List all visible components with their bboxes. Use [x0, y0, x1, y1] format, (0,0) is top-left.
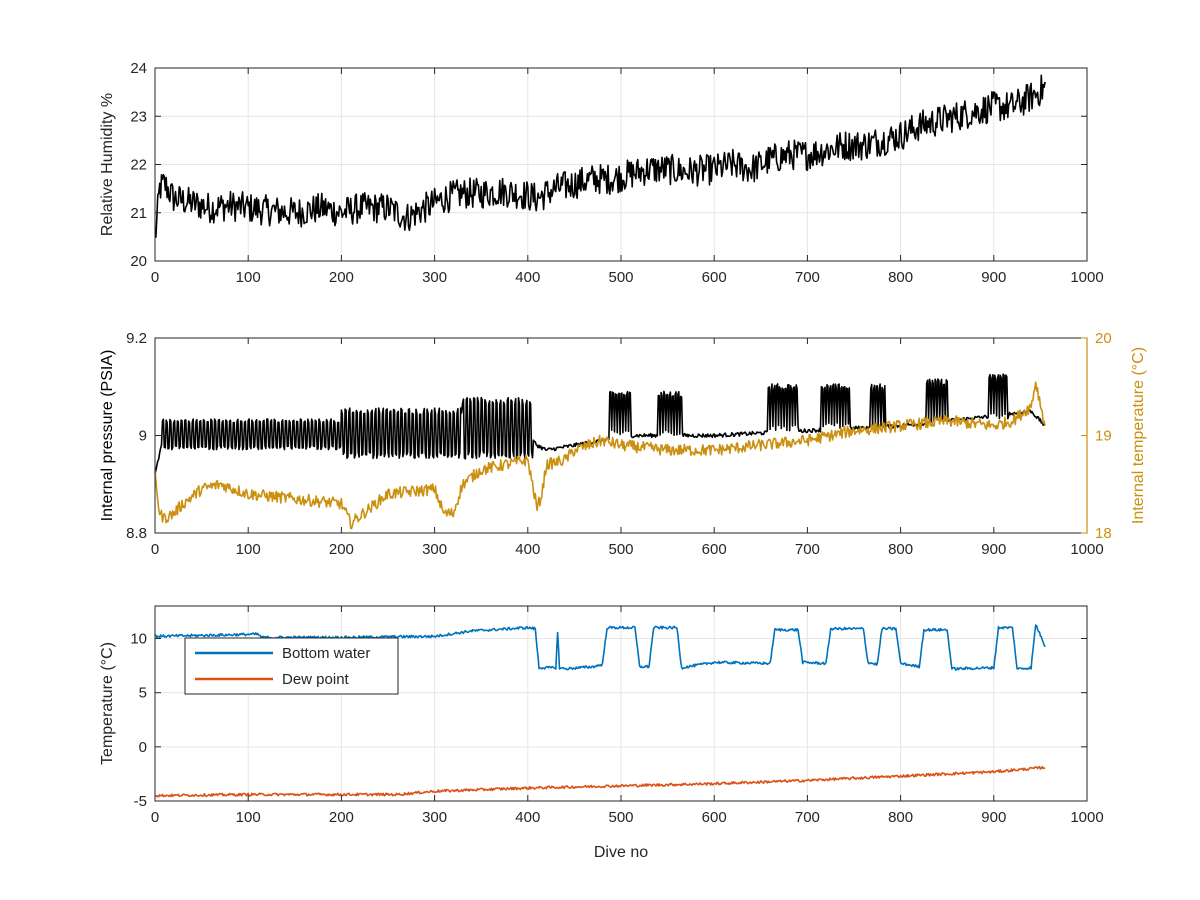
x-tick-label: 700: [795, 269, 820, 286]
x-tick-label: 300: [422, 541, 447, 558]
x-tick-label: 600: [702, 809, 727, 826]
x-tick-label: 300: [422, 809, 447, 826]
x-tick-label: 0: [151, 269, 159, 286]
x-tick-label: 500: [608, 809, 633, 826]
x-tick-label: 100: [236, 269, 261, 286]
x-tick-label: 700: [795, 541, 820, 558]
x-tick-label: 200: [329, 809, 354, 826]
legend-label: Dew point: [282, 671, 350, 688]
y-tick-label: 5: [139, 685, 147, 702]
x-tick-label: 200: [329, 541, 354, 558]
temperature-panel: 0 100 200 300 400 500 600 700 800 900 1000-50510Te…: [99, 605, 1104, 861]
y-tick-label: 22: [130, 157, 147, 174]
x-tick-label: 400: [515, 809, 540, 826]
series-line-0-0: [154, 74, 1046, 238]
y-axis-label: Temperature (°C): [99, 642, 116, 765]
y-tick-label: 0: [139, 739, 147, 756]
y-tick-label: 9: [139, 428, 147, 445]
x-tick-label: 400: [515, 541, 540, 558]
legend-label: Bottom water: [282, 645, 370, 662]
x-tick-label: 1000: [1070, 809, 1103, 826]
y-axis-label: Internal pressure (PSIA): [99, 350, 116, 522]
x-tick-label: 600: [702, 269, 727, 286]
series-line-2-1: [154, 765, 1046, 798]
x-tick-label: 0: [151, 541, 159, 558]
x-tick-label: 400: [515, 269, 540, 286]
y-tick-label: 23: [130, 108, 147, 125]
x-tick-label: 100: [236, 541, 261, 558]
x-tick-label: 900: [981, 269, 1006, 286]
x-tick-label: 1000: [1070, 541, 1103, 558]
x-tick-label: 300: [422, 269, 447, 286]
x-tick-label: 100: [236, 809, 261, 826]
series-line-2-0: [154, 624, 1046, 671]
y-right-tick-label: 20: [1095, 330, 1112, 347]
y-right-tick-label: 18: [1095, 525, 1112, 542]
y-tick-label: 10: [130, 631, 147, 648]
y-tick-label: -5: [134, 793, 147, 810]
legend: Bottom water Dew point: [184, 637, 399, 695]
y-right-tick-label: 19: [1095, 428, 1112, 445]
x-tick-label: 600: [702, 541, 727, 558]
humidity-panel: 0 100 200 300 400 500 600 700 800 900 1000 20 21 22 23…: [99, 60, 1104, 286]
x-tick-label: 800: [888, 269, 913, 286]
pressure-panel: 0 100 200 300 400 500 600 700 800 900 1000 8.8 9 9.2 1…: [99, 330, 1147, 558]
x-tick-label: 500: [608, 269, 633, 286]
x-tick-label: 200: [329, 269, 354, 286]
x-tick-label: 0: [151, 809, 159, 826]
x-tick-label: 800: [888, 809, 913, 826]
y-tick-label: 21: [130, 205, 147, 222]
x-axis-label: Dive no: [594, 844, 648, 861]
x-tick-label: 1000: [1070, 269, 1103, 286]
x-tick-label: 500: [608, 541, 633, 558]
x-tick-label: 900: [981, 809, 1006, 826]
y-axis-label: Relative Humidity %: [99, 93, 116, 236]
right-axis-label: Internal temperature (°C): [1130, 347, 1147, 524]
x-tick-label: 700: [795, 809, 820, 826]
x-tick-label: 900: [981, 541, 1006, 558]
x-tick-label: 800: [888, 541, 913, 558]
y-tick-label: 24: [130, 60, 147, 77]
y-tick-label: 8.8: [126, 525, 147, 542]
y-tick-label: 9.2: [126, 330, 147, 347]
legend-box: [184, 637, 399, 695]
series-line-1-1: [154, 381, 1046, 530]
y-tick-label: 20: [130, 253, 147, 270]
